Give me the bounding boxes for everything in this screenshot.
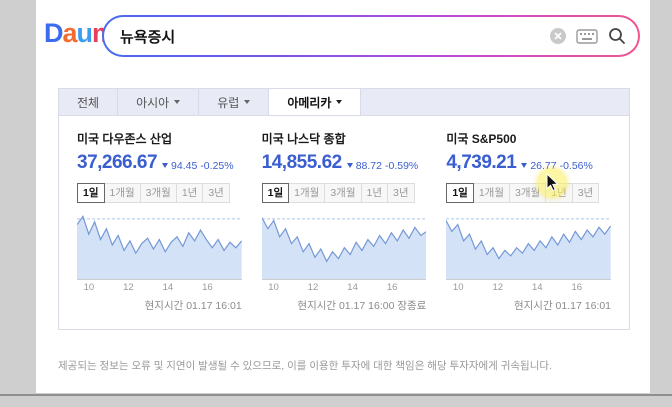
logo-letter: D <box>44 18 63 48</box>
logo-letter: a <box>62 18 78 48</box>
intraday-chart[interactable] <box>261 211 427 279</box>
period-tab-1year[interactable]: 1년 <box>360 183 389 203</box>
period-tab-1day[interactable]: 1일 <box>446 183 474 203</box>
index-name: 미국 나스닥 종합 <box>261 132 346 146</box>
period-tab-1day[interactable]: 1일 <box>77 183 105 203</box>
intraday-chart[interactable] <box>77 211 242 279</box>
tab-region-asia[interactable]: 아시아 <box>118 89 200 115</box>
chevron-down-icon <box>174 100 181 104</box>
search-icon[interactable] <box>608 27 626 45</box>
period-tab-1day[interactable]: 1일 <box>261 183 290 203</box>
disclaimer-text: 제공되는 정보는 오류 및 지연이 발생될 수 있으므로, 이를 이용한 투자에… <box>58 360 552 372</box>
change-value: 94.45 <box>171 159 198 172</box>
period-tab-1month[interactable]: 1개월 <box>103 183 141 203</box>
tab-region-america[interactable]: 아메리카 <box>269 89 362 115</box>
tab-region-europe[interactable]: 유럽 <box>199 89 270 115</box>
period-tab-1month[interactable]: 1개월 <box>472 183 511 203</box>
x-tick: 14 <box>347 282 358 293</box>
chart-x-axis: 10 12 14 16 <box>261 279 427 294</box>
x-tick: 12 <box>307 282 319 293</box>
x-tick: 14 <box>162 282 174 293</box>
tab-label: 아메리카 <box>287 95 332 110</box>
period-tab-3year[interactable]: 3년 <box>202 183 230 203</box>
intraday-chart[interactable] <box>446 211 612 279</box>
daum-search-page: Daum 전체 아 <box>36 0 650 393</box>
x-tick: 10 <box>452 282 464 293</box>
mouse-cursor <box>546 172 559 197</box>
change-percent: -0.25% <box>200 159 234 172</box>
region-tabs: 전체 아시아 유럽 아메리카 <box>59 89 629 116</box>
period-tab-3year[interactable]: 3년 <box>387 183 415 203</box>
period-tab-3year[interactable]: 3년 <box>571 183 600 203</box>
tab-label: 전체 <box>77 95 100 110</box>
keyboard-icon[interactable] <box>576 28 598 44</box>
index-change: 88.72 -0.59% <box>346 159 419 172</box>
change-value: 88.72 <box>355 159 382 172</box>
market-panel: 전체 아시아 유럽 아메리카 미국 다우존스 산업 <box>58 88 630 330</box>
period-tab-3month[interactable]: 3개월 <box>324 183 362 203</box>
tab-label: 아시아 <box>136 95 170 110</box>
window-bottom-edge <box>0 394 672 396</box>
clear-icon[interactable] <box>550 28 566 44</box>
chart-x-axis: 10 12 14 16 <box>446 279 612 294</box>
index-name: 미국 S&P500 <box>446 132 517 146</box>
period-tab-1year[interactable]: 1년 <box>175 183 204 203</box>
local-time: 현지시간 01.17 16:01 <box>144 300 242 312</box>
x-tick: 10 <box>268 282 279 293</box>
search-bar <box>102 15 640 57</box>
period-tabs: 1일 1개월 3개월 1년 3년 <box>77 183 242 203</box>
tab-region-all[interactable]: 전체 <box>59 89 119 115</box>
x-tick: 12 <box>492 282 504 293</box>
chevron-down-icon <box>336 100 343 104</box>
index-value: 14,855.62 <box>261 152 343 173</box>
x-tick: 12 <box>123 282 134 293</box>
logo-letter: u <box>76 18 93 48</box>
tab-label: 유럽 <box>217 95 240 110</box>
index-name: 미국 다우존스 산업 <box>77 132 172 146</box>
index-card-dow: 미국 다우존스 산업 37,266.67 94.45 -0.25% 1일 1개월… <box>67 120 252 317</box>
down-arrow-icon <box>521 163 528 168</box>
chevron-down-icon <box>244 100 251 104</box>
period-tab-3month[interactable]: 3개월 <box>509 183 547 203</box>
down-arrow-icon <box>346 163 353 168</box>
change-percent: -0.59% <box>384 159 419 172</box>
change-percent: -0.56% <box>559 159 593 172</box>
local-time: 현지시간 01.17 16:01 <box>513 300 612 312</box>
period-tabs: 1일 1개월 3개월 1년 3년 <box>261 183 427 203</box>
index-change: 94.45 -0.25% <box>162 160 234 172</box>
index-value: 37,266.67 <box>77 152 158 173</box>
x-tick: 10 <box>83 282 95 293</box>
index-cards: 미국 다우존스 산업 37,266.67 94.45 -0.25% 1일 1개월… <box>59 116 629 329</box>
index-change: 26.77 -0.56% <box>521 160 593 172</box>
period-tabs: 1일 1개월 3개월 1년 3년 <box>446 183 611 203</box>
period-tab-3month[interactable]: 3개월 <box>139 183 177 203</box>
search-input[interactable] <box>120 27 540 45</box>
local-time: 현지시간 01.17 16:00 장종료 <box>297 300 427 312</box>
index-card-sp500: 미국 S&P500 4,739.21 26.77 -0.56% 1일 1개월 3… <box>436 120 621 317</box>
period-tab-1month[interactable]: 1개월 <box>288 183 326 203</box>
chart-x-axis: 10 12 14 16 <box>77 279 242 294</box>
down-arrow-icon <box>162 163 169 168</box>
x-tick: 16 <box>386 282 398 293</box>
index-value: 4,739.21 <box>446 152 517 173</box>
x-tick: 14 <box>531 282 543 293</box>
x-tick: 16 <box>571 282 583 293</box>
x-tick: 16 <box>202 282 213 293</box>
index-card-nasdaq: 미국 나스닥 종합 14,855.62 88.72 -0.59% 1일 1개월 … <box>252 120 437 317</box>
